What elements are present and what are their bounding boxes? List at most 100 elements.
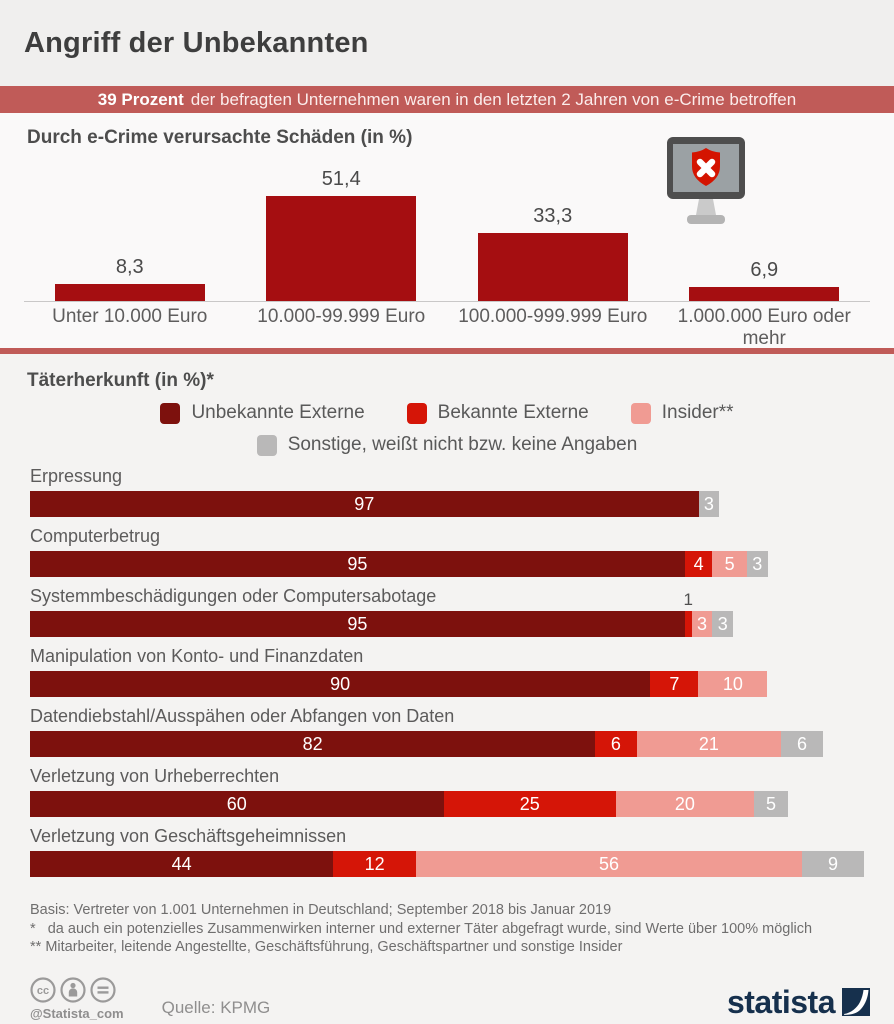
bar-segment: 6 [781, 731, 822, 757]
stacked-row: Manipulation von Konto- und Finanzdaten 9… [30, 646, 894, 697]
banner-text: der befragten Unternehmen waren in den l… [191, 90, 796, 110]
stacked-bar: 90710 [30, 671, 894, 697]
legend-swatch [160, 403, 180, 424]
stacked-row: Datendiebstahl/Ausspähen oder Abfangen v… [30, 706, 894, 757]
stacked-row: Verletzung von Geschäftsgeheimnissen 4412… [30, 826, 894, 877]
segment-value-label-above: 1 [683, 590, 692, 610]
column-category-label: Unter 10.000 Euro [24, 306, 236, 350]
bar-segment: 10 [698, 671, 767, 697]
column-bar [689, 287, 839, 301]
column-category-label: 10.000-99.999 Euro [236, 306, 448, 350]
column-category-label: 100.000-999.999 Euro [447, 306, 659, 350]
legend-row-1: Unbekannte Externe Bekannte Externe Inside… [0, 402, 894, 424]
stacked-bar: 95133 [30, 611, 894, 637]
damage-chart-section: Durch e-Crime verursachte Schäden (in %)… [0, 113, 894, 348]
license-block: cc @Statista_com [30, 977, 124, 1021]
stacked-row-label: Systemmbeschädigungen oder Computersabot… [30, 586, 894, 607]
bar-segment: 7 [650, 671, 698, 697]
cc-icon: cc [30, 977, 56, 1003]
stacked-row: Computerbetrug 95453 [30, 526, 894, 577]
stacked-row-label: Verletzung von Urheberrechten [30, 766, 894, 787]
headline-banner: 39 Prozent der befragten Unternehmen war… [0, 86, 894, 113]
column: 6,9 [659, 259, 871, 301]
column-bar [55, 284, 205, 301]
stacked-row-label: Verletzung von Geschäftsgeheimnissen [30, 826, 894, 847]
damage-chart-title: Durch e-Crime verursachte Schäden (in %) [0, 113, 894, 149]
bar-segment: 3 [692, 611, 713, 637]
legend: Unbekannte Externe Bekannte Externe Inside… [0, 402, 894, 456]
bar-segment: 3 [699, 491, 720, 517]
column: 51,4 [236, 168, 448, 301]
header: Angriff der Unbekannten [0, 0, 894, 86]
stacked-row-label: Manipulation von Konto- und Finanzdaten [30, 646, 894, 667]
stacked-bar-rows: Erpressung973Computerbetrug95453Systemmb… [0, 466, 894, 877]
page-title: Angriff der Unbekannten [24, 27, 369, 60]
statista-logo-mark-icon [842, 988, 870, 1016]
statista-logo-text: statista [727, 984, 835, 1021]
chart-baseline [24, 301, 870, 302]
monitor-shield-x-icon [658, 135, 754, 235]
infographic: Angriff der Unbekannten 39 Prozent der b… [0, 0, 894, 1024]
column-value-label: 51,4 [322, 168, 361, 191]
legend-swatch [407, 403, 427, 424]
bar-segment: 44 [30, 851, 333, 877]
bar-segment: 12 [333, 851, 416, 877]
footnote-double-asterisk: ** Mitarbeiter, leitende Angestellte, Ge… [30, 938, 870, 957]
legend-swatch [257, 435, 277, 456]
bar-segment: 3 [712, 611, 733, 637]
bar-segment: 95 [30, 551, 685, 577]
bar-segment: 9 [802, 851, 864, 877]
column-bar [266, 196, 416, 301]
bar-segment: 20 [616, 791, 754, 817]
legend-item: Bekannte Externe [407, 402, 589, 424]
bar-segment [685, 611, 692, 637]
bar-segment: 56 [416, 851, 802, 877]
legend-swatch [631, 403, 651, 424]
banner-highlight: 39 Prozent [98, 90, 184, 110]
bar-segment: 82 [30, 731, 595, 757]
legend-row-2: Sonstige, weißt nicht bzw. keine Angaben [0, 434, 894, 456]
bar-segment: 4 [685, 551, 713, 577]
svg-text:cc: cc [37, 985, 49, 997]
bar-segment: 25 [444, 791, 616, 817]
stacked-bar: 973 [30, 491, 894, 517]
bar-segment: 5 [712, 551, 747, 577]
footnotes: Basis: Vertreter von 1.001 Unternehmen i… [30, 901, 870, 957]
footnote-asterisk: * da auch ein potenzielles Zusammenwirke… [30, 920, 870, 939]
source-label: Quelle: KPMG [162, 998, 271, 1018]
origin-chart-title: Täterherkunft (in %)* [0, 356, 894, 392]
stacked-row: Systemmbeschädigungen oder Computersabot… [30, 586, 894, 637]
attribution-icon [60, 977, 86, 1003]
column: 8,3 [24, 256, 236, 301]
twitter-handle: @Statista_com [30, 1006, 124, 1021]
bar-segment: 5 [754, 791, 789, 817]
column-category-label: 1.000.000 Euro oder mehr [659, 306, 871, 350]
license-icons: cc [30, 977, 124, 1003]
footer: cc @Statista_com Quelle: KPMG statista [30, 977, 870, 1021]
stacked-bar: 95453 [30, 551, 894, 577]
stacked-row-label: Computerbetrug [30, 526, 894, 547]
stacked-row: Erpressung 973 [30, 466, 894, 517]
column-value-label: 8,3 [116, 256, 144, 279]
column-value-label: 6,9 [750, 259, 778, 282]
bar-segment: 6 [595, 731, 636, 757]
bar-segment: 95 [30, 611, 685, 637]
bar-segment: 90 [30, 671, 650, 697]
column-chart-categories: Unter 10.000 Euro10.000-99.999 Euro100.0… [24, 306, 870, 350]
statista-logo: statista [727, 984, 870, 1021]
legend-label: Insider** [662, 402, 734, 424]
stacked-bar: 826216 [30, 731, 894, 757]
stacked-row: Verletzung von Urheberrechten 6025205 [30, 766, 894, 817]
origin-chart-section: Täterherkunft (in %)* Unbekannte Externe… [0, 354, 894, 957]
bar-segment: 21 [637, 731, 782, 757]
stacked-bar: 6025205 [30, 791, 894, 817]
stacked-row-label: Erpressung [30, 466, 894, 487]
column-value-label: 33,3 [533, 205, 572, 228]
no-derivatives-icon [90, 977, 116, 1003]
column-bar [478, 233, 628, 301]
legend-label: Bekannte Externe [438, 402, 589, 424]
legend-item: Unbekannte Externe [160, 402, 364, 424]
column: 33,3 [447, 205, 659, 301]
stacked-row-label: Datendiebstahl/Ausspähen oder Abfangen v… [30, 706, 894, 727]
footnote-basis: Basis: Vertreter von 1.001 Unternehmen i… [30, 901, 870, 920]
